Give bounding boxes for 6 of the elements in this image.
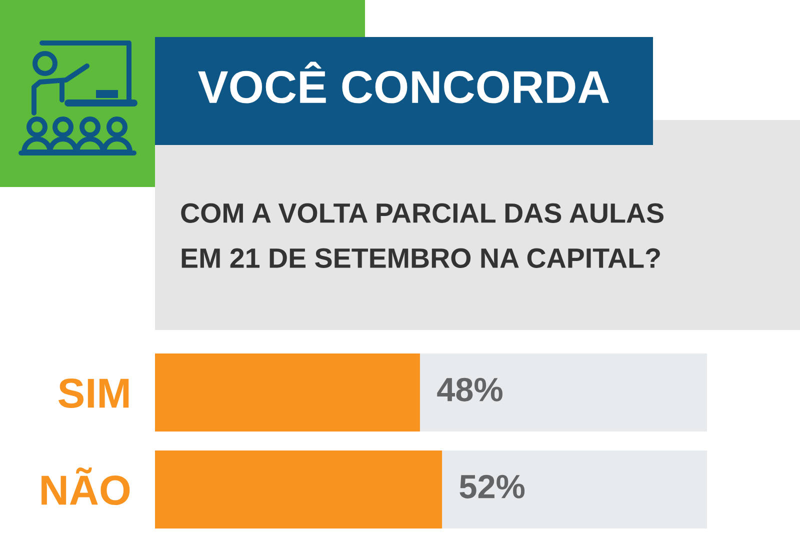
data-label: 52%: [460, 474, 525, 498]
y-tick-label: SIM: [58, 378, 129, 408]
chart-subtitle: COM A VOLTA PARCIAL DAS AULAS EM 21 DE SETEMBRO NA CAPITAL?: [181, 203, 664, 268]
chart-title: VOCÊ CONCORDA: [198, 62, 610, 104]
y-tick-label: NÃO: [42, 468, 130, 506]
data-label: 48%: [437, 378, 502, 402]
